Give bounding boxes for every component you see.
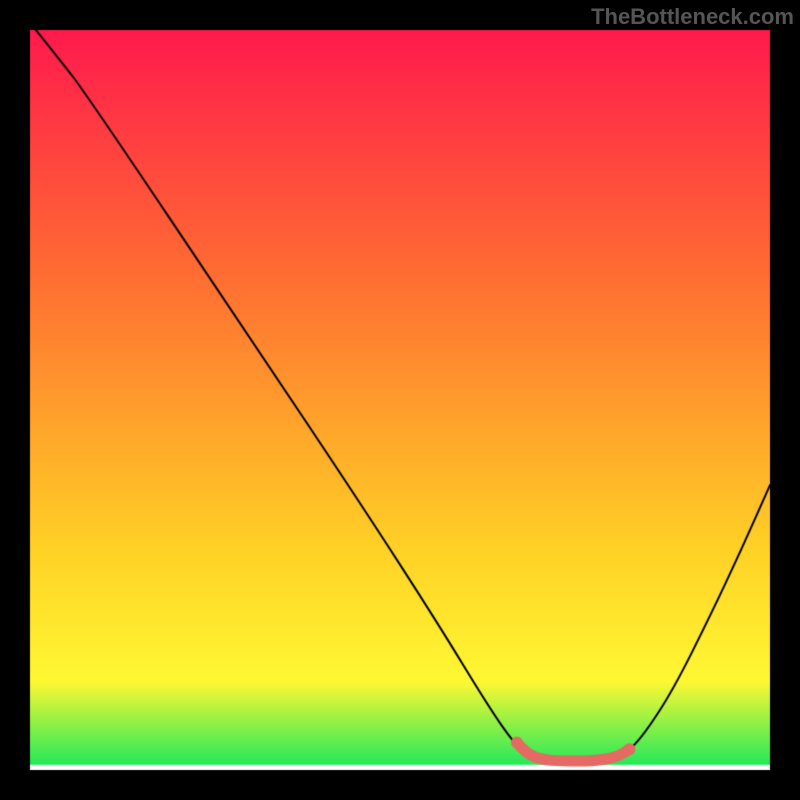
watermark-text: TheBottleneck.com [591,4,794,30]
chart-stage: TheBottleneck.com [0,0,800,800]
bottleneck-curve-chart [0,0,800,800]
